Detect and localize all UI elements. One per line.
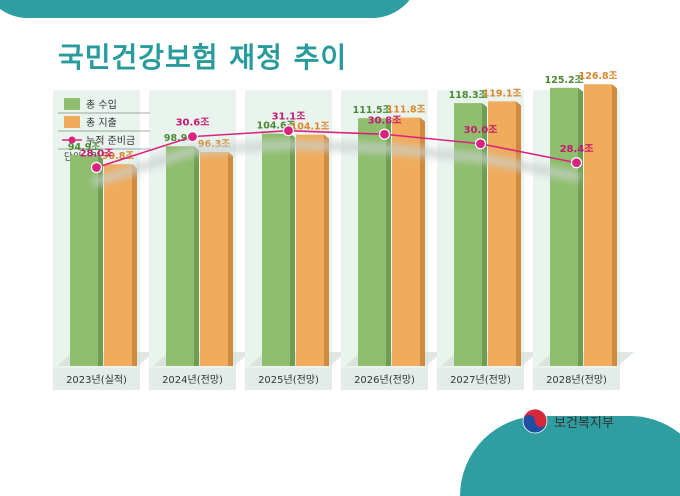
expense-value-label: 96.3조: [198, 139, 230, 150]
ministry-logo: 보건복지부: [522, 408, 614, 434]
income-bar-side: [194, 146, 199, 366]
expense-bar: [104, 164, 132, 366]
expense-bar: [296, 134, 324, 366]
x-axis-labels: 2023년(실적) 2024년(전망) 2025년(전망) 2026년(전망) 2027…: [66, 374, 607, 386]
income-bar: [358, 118, 386, 366]
expense-bar: [488, 101, 516, 366]
reserve-point: [282, 125, 295, 137]
income-bar-side: [98, 155, 103, 366]
x-tick-label: 2028년(전망): [546, 374, 607, 386]
reserve-point: [186, 131, 199, 143]
x-label-band: [149, 368, 236, 390]
legend-marker-reserve: [68, 136, 76, 144]
income-bar-side: [578, 87, 583, 367]
reserve-value-label: 28.4조: [560, 143, 594, 155]
legend-swatch-expense: [64, 116, 80, 128]
reserve-value-label: 30.6조: [176, 117, 210, 129]
x-label-band: [245, 368, 332, 390]
income-value-label: 118.3조: [449, 90, 488, 101]
expense-value-label: 126.8조: [579, 71, 618, 82]
expense-bar-side: [420, 117, 425, 366]
expense-bar: [584, 84, 612, 366]
reserve-value-label: 28.0조: [80, 148, 114, 160]
ministry-name: 보건복지부: [554, 415, 614, 431]
expense-value-label: 111.8조: [387, 105, 426, 116]
legend-label-reserve: 누적 준비금: [86, 135, 135, 147]
x-tick-label: 2027년(전망): [450, 374, 511, 386]
income-bar: [262, 133, 290, 366]
x-label-band: [533, 368, 620, 390]
income-bar-side: [386, 118, 391, 366]
income-value-label: 94.9조: [68, 142, 100, 153]
x-label-band: [437, 368, 524, 390]
income-value-label: 125.2조: [545, 75, 584, 86]
income-bar: [166, 146, 194, 366]
legend-swatch-income: [64, 98, 80, 110]
expense-value-label: 119.1조: [483, 88, 522, 99]
expense-value-label: 90.8조: [102, 151, 134, 162]
expense-bar-side: [132, 164, 137, 366]
income-value-label: 111.5조: [353, 105, 392, 116]
bar-series: 94.9조90.8조98.9조96.3조104.6조104.1조111.5조11…: [68, 71, 618, 367]
reserve-value-label: 30.8조: [368, 114, 402, 126]
x-label-band: [53, 368, 140, 390]
reserve-value-label: 31.1조: [272, 111, 306, 123]
decorative-top-band: [0, 0, 420, 18]
reserve-point: [90, 161, 103, 174]
x-tick-label: 2025년(전망): [258, 374, 319, 386]
expense-bar-side: [324, 134, 329, 366]
expense-bar-side: [516, 101, 521, 366]
reserve-point: [570, 157, 583, 169]
income-bar-side: [482, 103, 487, 366]
expense-value-label: 104.1조: [291, 122, 330, 133]
expense-bar: [392, 117, 420, 366]
expense-bar-side: [228, 152, 233, 366]
x-tick-label: 2026년(전망): [354, 374, 415, 386]
reserve-line-series: 28.0조 30.6조 31.1조 30.8조 30.0조 28.4조: [80, 111, 594, 186]
reserve-point: [378, 128, 391, 140]
legend-label-income: 총 수입: [86, 98, 117, 111]
income-value-label: 98.9조: [164, 133, 196, 144]
x-tick-label: 2024년(전망): [162, 374, 223, 386]
legend-label-expense: 총 지출: [86, 117, 117, 129]
page-title: 국민건강보험 재정 추이: [58, 41, 348, 74]
income-bar-side: [290, 133, 295, 366]
x-tick-label: 2023년(실적): [66, 374, 127, 386]
reserve-line-shadow: [92, 140, 581, 186]
income-bar: [70, 155, 98, 366]
reserve-value-label: 30.0조: [464, 124, 498, 136]
expense-bar-side: [612, 84, 617, 366]
income-value-label: 104.6조: [257, 121, 296, 132]
category-panels: [53, 90, 634, 390]
expense-bar: [200, 152, 228, 366]
reserve-line: [96, 129, 577, 169]
taegeuk-logo-icon: [522, 408, 548, 434]
reserve-point: [474, 138, 487, 150]
x-label-band: [341, 368, 428, 390]
chart: 총 수입 총 지출 누적 준비금 단위 : 원 94.9조90.8조98.9조9…: [53, 71, 634, 390]
income-bar: [550, 87, 578, 367]
